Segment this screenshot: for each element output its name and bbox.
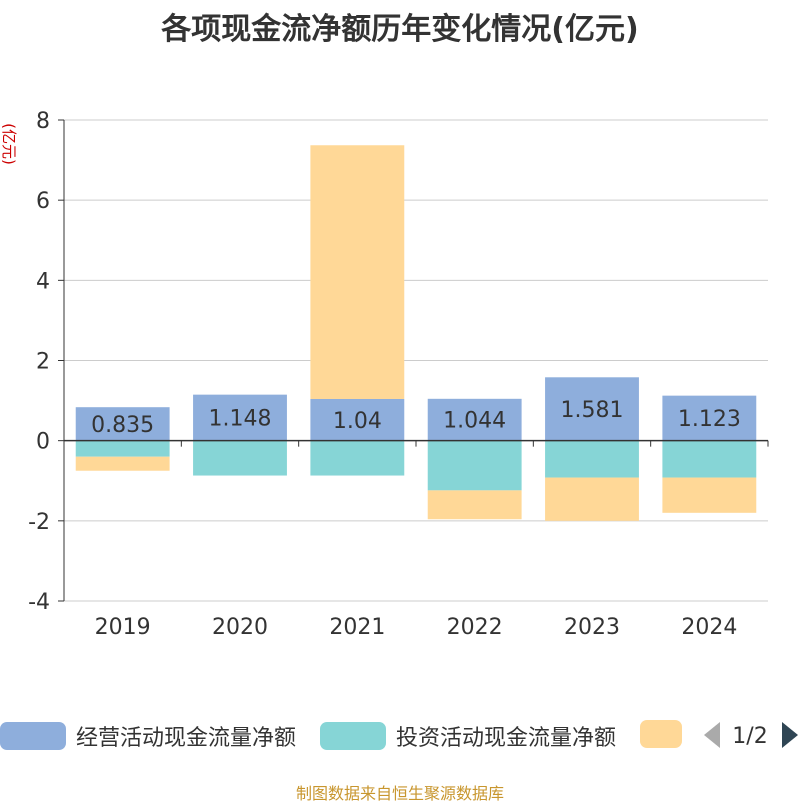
bar-2024-series-2[interactable]: [662, 477, 757, 513]
bar-2023-series-0[interactable]: [545, 377, 639, 441]
y-tick-label: 2: [36, 350, 50, 375]
legend-item-investing[interactable]: 投资活动现金流量净额: [320, 720, 616, 752]
y-tick-label: 0: [36, 430, 50, 455]
y-tick-label: 8: [36, 109, 50, 134]
legend-item-financing[interactable]: [640, 720, 692, 748]
bar-2020-series-0[interactable]: [193, 394, 287, 441]
chart-title: 各项现金流净额历年变化情况(亿元): [161, 12, 639, 47]
pager-next-icon[interactable]: [782, 722, 798, 748]
bar-2023-series-2[interactable]: [545, 477, 639, 521]
legend-pager: 1/2: [700, 720, 800, 750]
legend: 经营活动现金流量净额 投资活动现金流量净额 1/2: [0, 714, 800, 754]
x-tick-label: 2019: [95, 615, 151, 640]
data-label-2021: 1.04: [333, 409, 382, 434]
bar-2024-series-1[interactable]: [662, 440, 757, 478]
legend-swatch-operating: [0, 722, 66, 750]
data-label-2024: 1.123: [678, 407, 741, 432]
y-tick-label: -4: [28, 590, 50, 615]
x-tick-label: 2022: [447, 615, 503, 640]
bar-2022-series-2[interactable]: [427, 490, 522, 520]
y-axis-title: (亿元): [0, 123, 18, 165]
bar-2024-series-0[interactable]: [662, 395, 757, 441]
x-tick-label: 2024: [681, 615, 737, 640]
bar-2019-series-1[interactable]: [75, 440, 170, 457]
data-label-2019: 0.835: [91, 413, 154, 438]
data-label-2022: 1.044: [443, 409, 506, 434]
legend-label-investing: 投资活动现金流量净额: [396, 726, 617, 751]
y-tick-label: -2: [28, 510, 50, 535]
x-tick-label: 2023: [564, 615, 620, 640]
chart-plot: 8 6 4 2 0 -2 -4 (亿元) 2019 2020 2021 2022 2023 2024 0.…: [0, 109, 769, 640]
pager-prev-icon[interactable]: [704, 722, 720, 748]
bar-2021-series-1[interactable]: [310, 440, 405, 476]
bar-2020-series-1[interactable]: [193, 440, 287, 476]
bar-2021-series-2[interactable]: [310, 145, 405, 399]
source-note: 制图数据来自恒生聚源数据库: [295, 784, 504, 803]
legend-swatch-investing: [320, 722, 386, 750]
bar-2022-series-0[interactable]: [427, 398, 522, 441]
legend-swatch-financing: [640, 720, 682, 748]
y-tick-label: 6: [36, 189, 50, 214]
bar-2019-series-0[interactable]: [75, 407, 170, 441]
x-tick-label: 2021: [329, 615, 385, 640]
data-label-2023: 1.581: [561, 398, 624, 423]
bar-2019-series-2[interactable]: [75, 456, 170, 471]
legend-item-operating[interactable]: 经营活动现金流量净额: [0, 720, 296, 752]
pager-label: 1/2: [732, 724, 767, 749]
y-tick-label: 4: [36, 269, 50, 294]
bar-2021-series-0[interactable]: [310, 398, 405, 441]
legend-label-operating: 经营活动现金流量净额: [76, 726, 297, 751]
x-tick-label: 2020: [212, 615, 268, 640]
data-label-2020: 1.148: [209, 407, 272, 432]
bar-2022-series-1[interactable]: [427, 440, 522, 491]
bar-2023-series-1[interactable]: [545, 440, 639, 478]
